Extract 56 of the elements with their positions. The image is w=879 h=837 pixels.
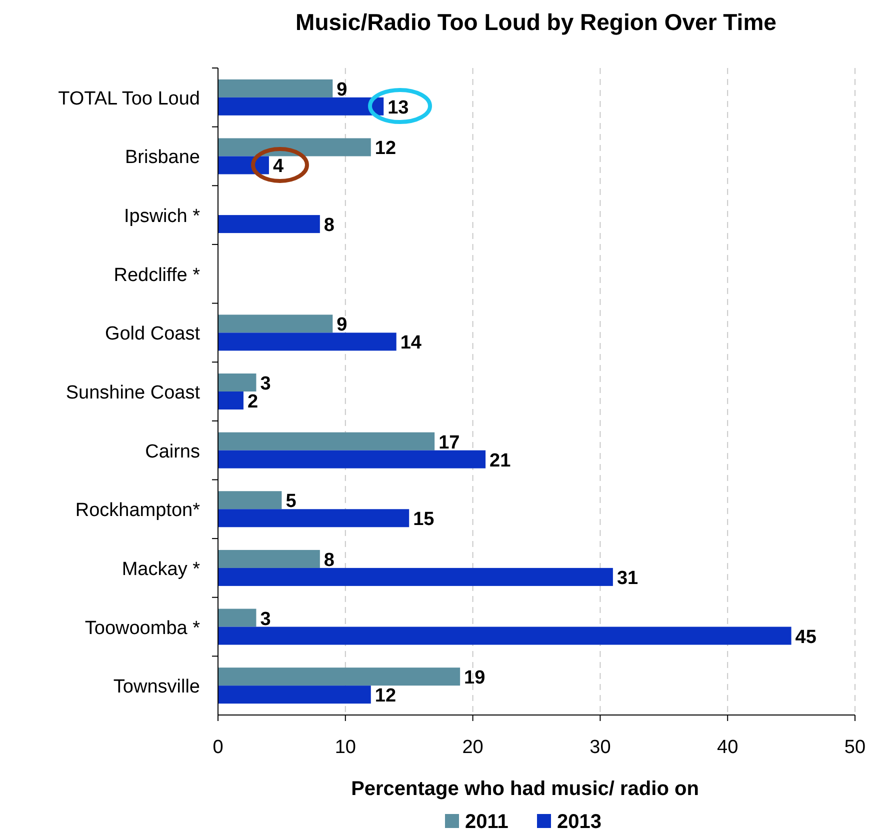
- x-tick-label: 10: [334, 737, 356, 758]
- data-label: 13: [388, 97, 409, 118]
- x-tick-label: 50: [844, 737, 866, 758]
- bar: [218, 509, 410, 528]
- data-label: 14: [400, 332, 422, 354]
- x-tick-label: 40: [717, 737, 738, 758]
- bar: [218, 79, 333, 98]
- bar: [218, 550, 320, 568]
- x-tick-label: 30: [590, 737, 611, 758]
- bar: [218, 608, 256, 627]
- data-label: 15: [413, 509, 435, 530]
- data-label: 9: [336, 314, 348, 336]
- data-label: 2: [247, 392, 258, 412]
- y-tick-label: TOTAL Too Loud: [58, 88, 200, 110]
- y-tick-label: Mackay *: [122, 558, 201, 580]
- data-label: 8: [324, 215, 334, 236]
- y-tick-label: Redcliffe *: [114, 264, 201, 286]
- legend-label: 2013: [557, 811, 602, 833]
- x-axis-title: Percentage who had music/ radio on: [351, 778, 699, 800]
- bar: [218, 332, 396, 351]
- y-tick-label: Brisbane: [125, 147, 200, 168]
- bar: [218, 668, 460, 686]
- data-label: 21: [490, 450, 512, 472]
- bar: [218, 392, 244, 410]
- bar: [218, 215, 320, 234]
- bar: [218, 626, 792, 645]
- bar: [218, 686, 371, 704]
- data-label: 9: [336, 79, 348, 100]
- data-label: 45: [795, 626, 817, 648]
- y-tick-label: Sunshine Coast: [66, 382, 201, 404]
- x-tick-label: 20: [462, 737, 484, 758]
- bar: [218, 374, 256, 392]
- y-tick-label: Ipswich *: [124, 206, 201, 228]
- data-label: 31: [616, 568, 639, 589]
- bar: [218, 568, 613, 586]
- y-tick-label: Townsville: [113, 676, 200, 698]
- data-label: 12: [374, 138, 396, 160]
- data-label: 12: [374, 686, 396, 707]
- data-label: 5: [286, 491, 297, 512]
- y-tick-label: Gold Coast: [104, 324, 201, 345]
- bar: [218, 450, 486, 468]
- y-tick-label: Rockhampton*: [75, 500, 201, 522]
- data-label: 4: [272, 156, 284, 178]
- bar: [218, 314, 333, 333]
- chart-title: Music/Radio Too Loud by Region Over Time: [296, 9, 776, 35]
- x-tick-label: 0: [212, 737, 224, 758]
- bar: [218, 432, 435, 450]
- legend-label: 2011: [465, 811, 508, 833]
- bar: [218, 491, 282, 510]
- data-label: 3: [260, 608, 271, 630]
- data-label: 3: [260, 374, 271, 394]
- data-label: 8: [324, 550, 334, 571]
- data-label: 19: [464, 668, 486, 689]
- data-label: 17: [438, 432, 460, 454]
- y-tick-label: Toowoomba *: [84, 618, 201, 639]
- y-tick-label: Cairns: [145, 441, 200, 462]
